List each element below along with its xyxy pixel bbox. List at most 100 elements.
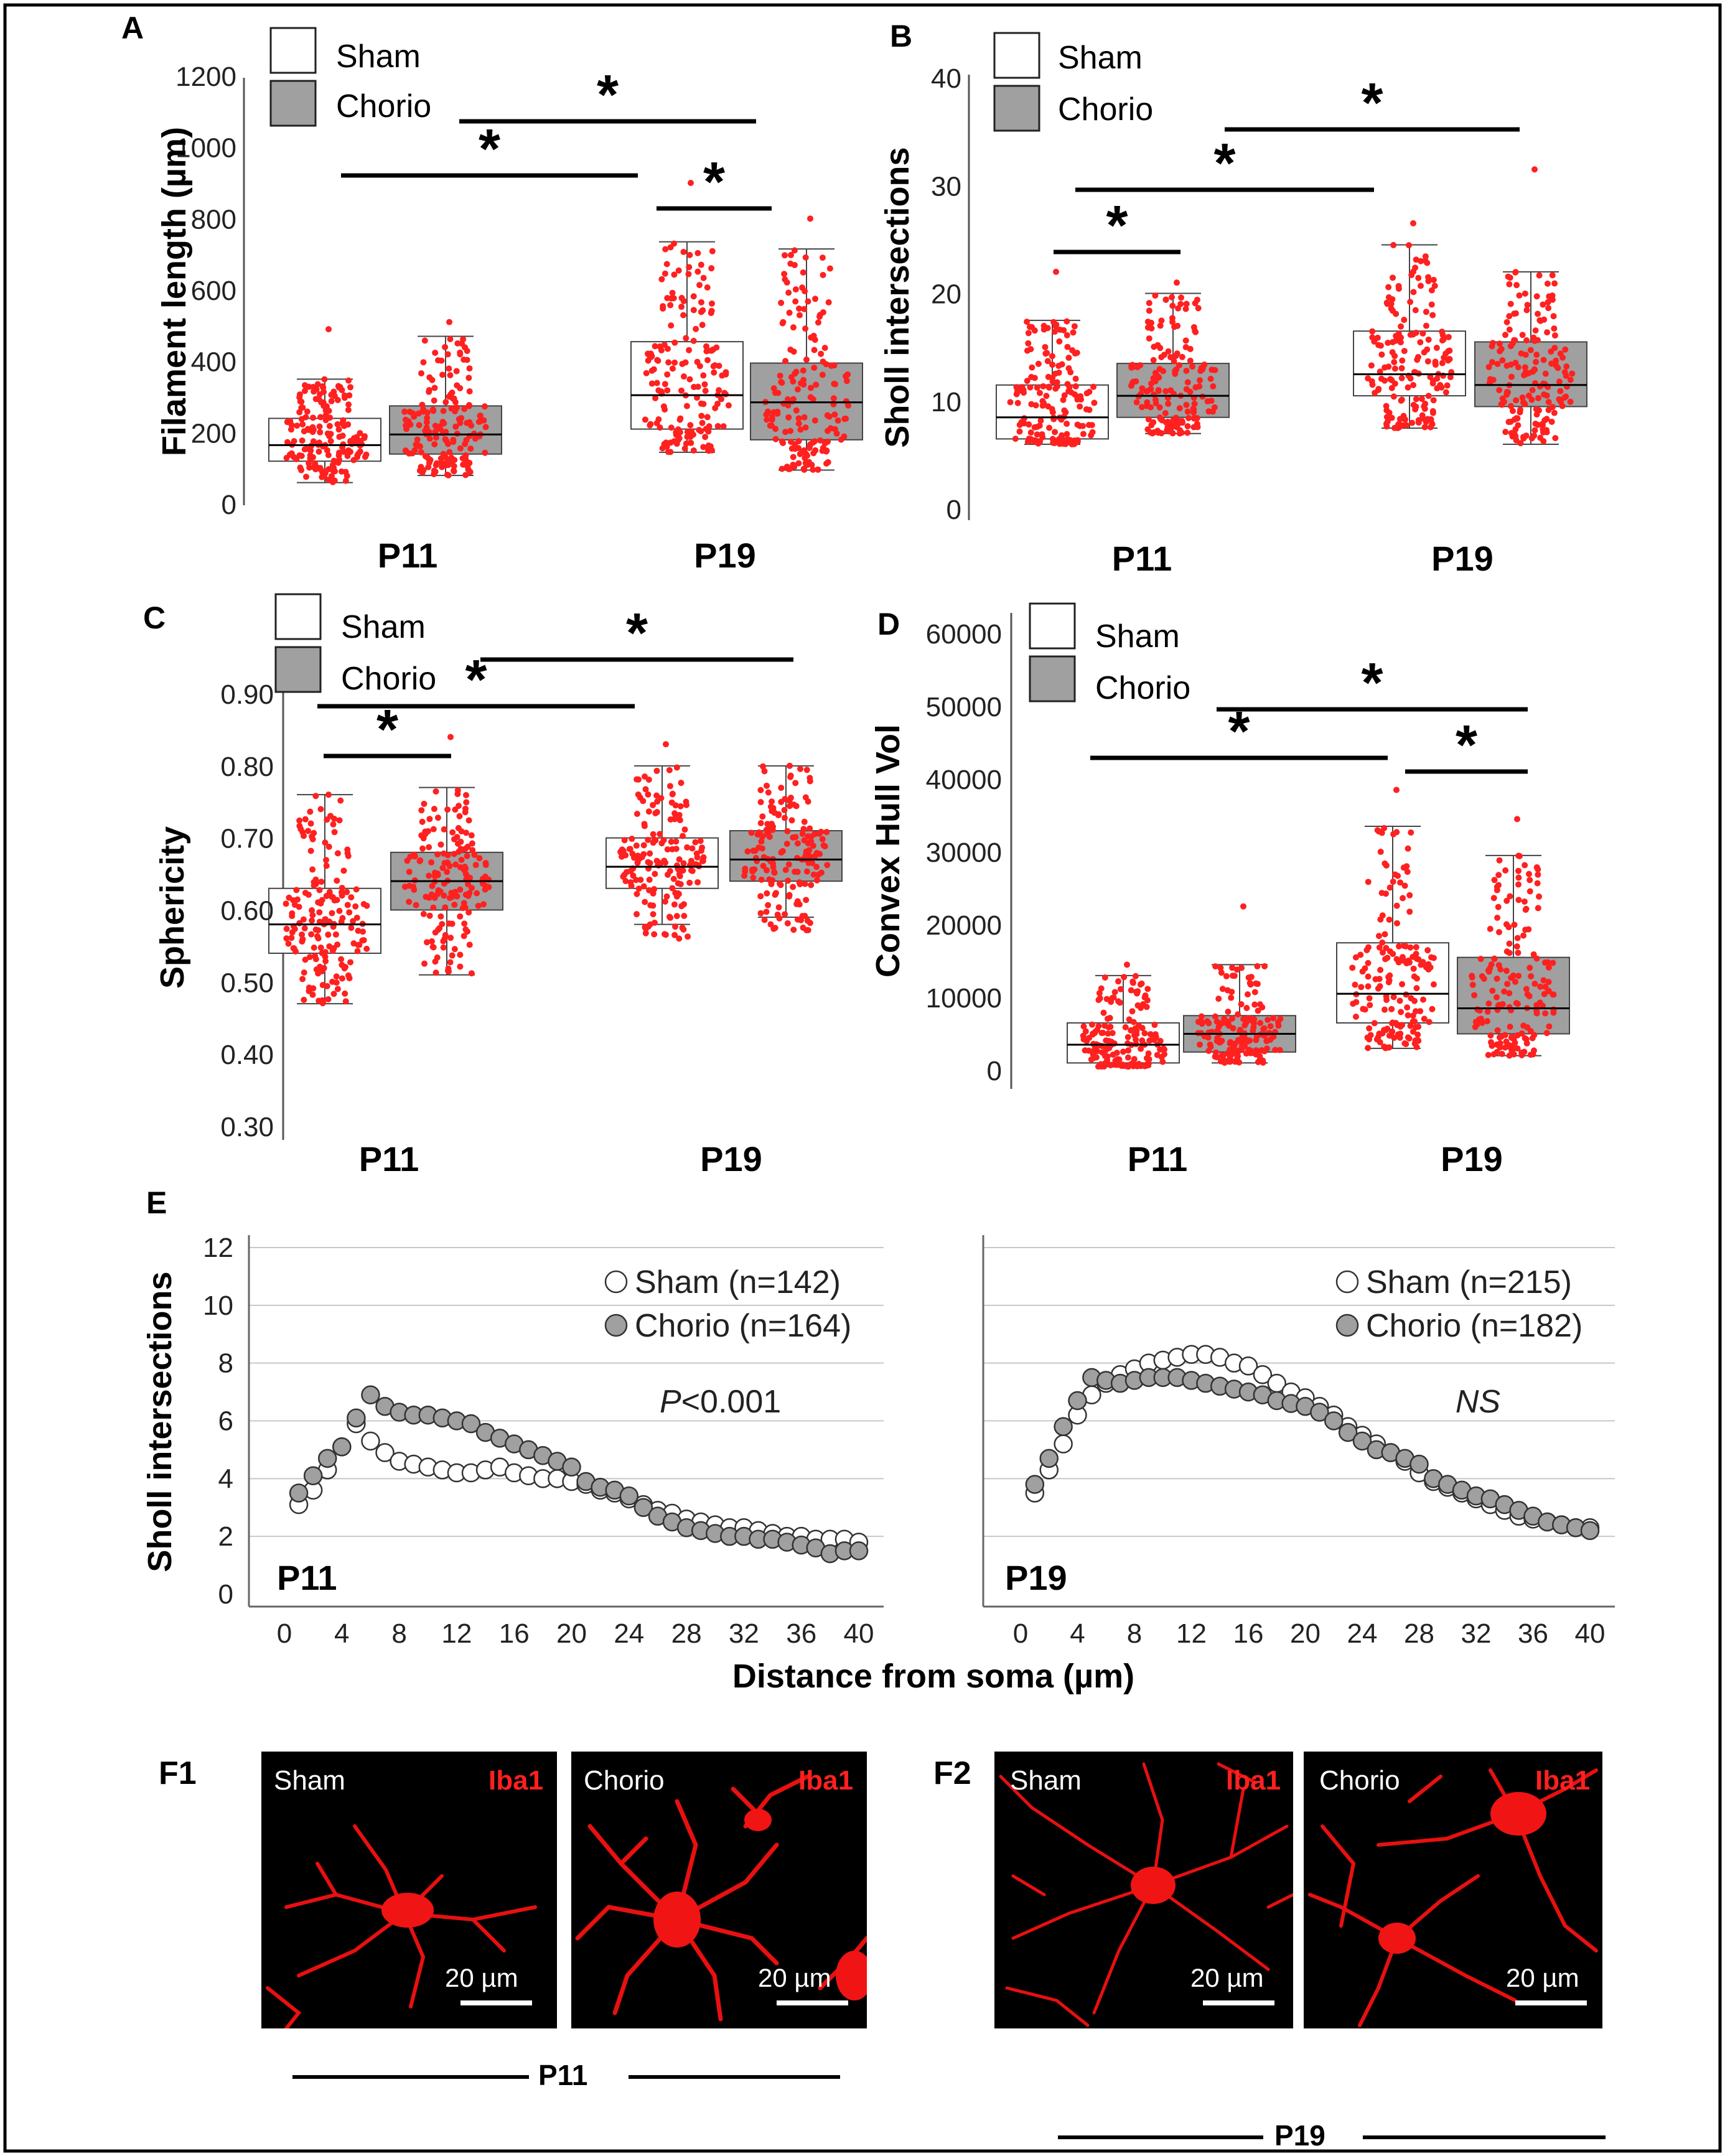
data-point [661, 270, 668, 277]
data-point [1042, 343, 1049, 350]
significance-star: * [376, 699, 398, 761]
data-point [685, 933, 691, 940]
data-point [645, 808, 652, 815]
data-point [447, 336, 454, 343]
data-point [1383, 997, 1390, 1004]
data-point [698, 299, 704, 306]
data-point [1044, 325, 1051, 332]
data-point [698, 261, 704, 268]
data-point [426, 912, 433, 919]
data-point [1494, 887, 1500, 894]
x-tick-label: 28 [1404, 1618, 1434, 1649]
data-point [1352, 1013, 1359, 1020]
data-point [1254, 981, 1261, 987]
data-point [1253, 1037, 1260, 1043]
data-point [444, 869, 451, 875]
data-point [311, 879, 317, 885]
data-point [1396, 943, 1403, 950]
data-point [1551, 325, 1558, 332]
data-point [748, 829, 755, 836]
data-point [666, 783, 673, 790]
data-point [1055, 369, 1062, 376]
data-point [330, 390, 337, 396]
data-point [1381, 364, 1388, 371]
data-point [404, 420, 411, 427]
data-point [432, 434, 439, 441]
data-point [787, 795, 794, 801]
data-point [1431, 282, 1438, 289]
data-point [834, 417, 841, 424]
data-point [1550, 991, 1556, 998]
data-point [1543, 429, 1550, 436]
data-point [284, 419, 291, 426]
panel-label-f2: F2 [933, 1755, 971, 1791]
data-point [777, 372, 783, 379]
data-point [334, 877, 340, 884]
data-point [778, 380, 785, 386]
data-point [476, 855, 483, 862]
data-point [443, 437, 450, 444]
data-point [1138, 980, 1145, 987]
data-point [714, 422, 721, 429]
data-point [1383, 945, 1390, 951]
data-point [356, 941, 363, 948]
data-point [1365, 983, 1372, 990]
data-point [1534, 880, 1541, 887]
data-point [806, 825, 813, 832]
data-point [1381, 824, 1388, 831]
data-point [1250, 1027, 1256, 1034]
legend-label-sham: Sham [336, 39, 421, 75]
scale-bar [1203, 2000, 1274, 2005]
data-point [1430, 981, 1437, 988]
data-point [819, 254, 826, 261]
data-point [423, 419, 430, 426]
data-point [1546, 1023, 1553, 1030]
data-point [1489, 358, 1495, 365]
data-point [1244, 991, 1251, 998]
data-point [1522, 926, 1529, 933]
data-point [759, 813, 766, 820]
data-point [1114, 1056, 1121, 1063]
data-point [1210, 383, 1217, 390]
sholl-point-chorio [1310, 1402, 1329, 1422]
data-point [342, 998, 349, 1005]
data-point [1423, 309, 1429, 315]
data-point [311, 464, 317, 470]
data-point [299, 976, 306, 982]
micrograph-p11-chorio: Chorio Iba1 20 µm [571, 1752, 867, 2028]
data-point [421, 337, 428, 344]
data-point [440, 408, 447, 414]
data-point [1532, 421, 1539, 427]
data-point [800, 269, 806, 276]
data-point [1507, 403, 1514, 409]
data-point [342, 990, 348, 997]
data-point [1544, 329, 1551, 336]
data-point-outlier [1240, 903, 1246, 910]
data-point [1515, 897, 1522, 903]
data-point [792, 286, 799, 293]
data-point [1510, 1051, 1517, 1058]
data-point [452, 806, 459, 813]
data-point [301, 925, 308, 931]
data-point [1169, 302, 1176, 309]
data-point [750, 874, 757, 881]
data-point [457, 913, 464, 920]
data-point [803, 767, 810, 773]
data-point [1133, 1031, 1140, 1038]
data-point [448, 454, 455, 461]
x-tick-label: 20 [556, 1618, 587, 1649]
data-point [635, 857, 642, 864]
data-point [1183, 386, 1190, 393]
data-point [359, 937, 366, 944]
data-point [311, 829, 317, 836]
data-point [307, 808, 314, 815]
data-point [426, 459, 432, 466]
data-point [781, 814, 788, 821]
data-point [765, 408, 772, 415]
data-point [816, 313, 823, 320]
data-point [629, 836, 635, 842]
data-point [716, 387, 722, 394]
data-point [1386, 884, 1393, 891]
data-point [800, 367, 806, 374]
data-point [418, 832, 425, 839]
